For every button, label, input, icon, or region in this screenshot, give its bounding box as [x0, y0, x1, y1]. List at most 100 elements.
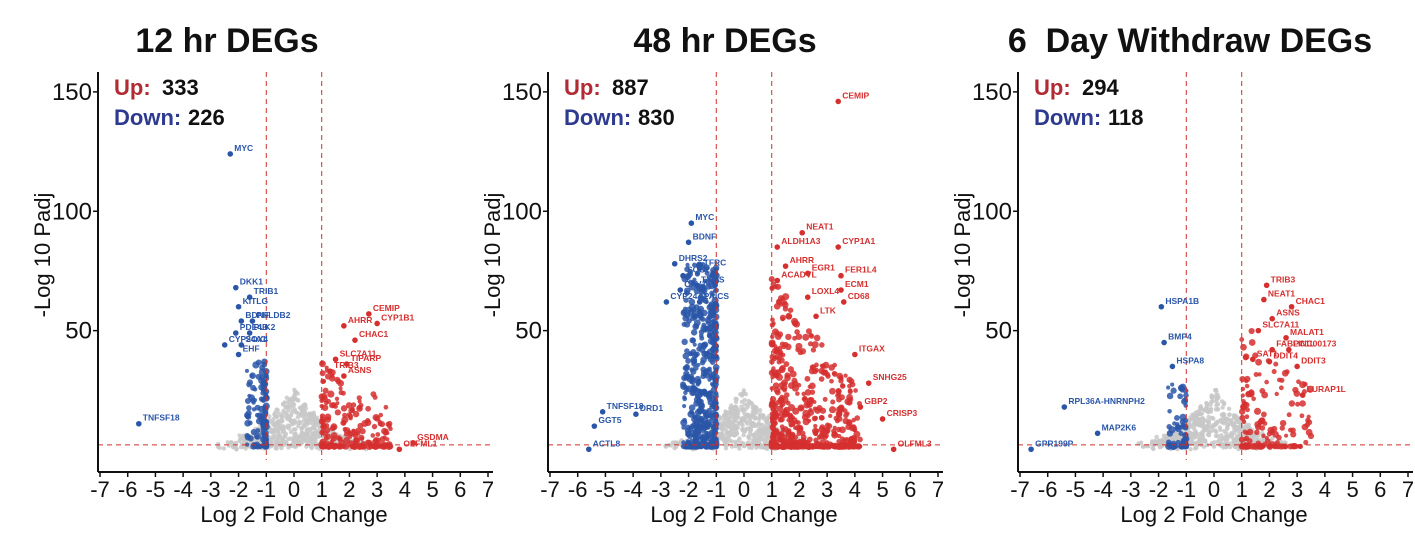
ns-point: [301, 418, 307, 423]
x-tick-label: 3: [821, 477, 833, 502]
up-point: [1274, 440, 1280, 446]
ns-point: [748, 425, 753, 430]
down-point: [262, 404, 268, 411]
up-point: [1239, 375, 1246, 383]
gene-label: GPR199P: [1035, 438, 1074, 448]
ns-point: [226, 443, 232, 448]
up-point: [351, 428, 356, 433]
down-point: [681, 338, 688, 346]
ns-point: [287, 397, 293, 402]
down-point: [690, 337, 696, 344]
up-point: [781, 299, 788, 306]
up-point: [811, 341, 819, 349]
up-point: [334, 409, 341, 416]
down-point: [691, 313, 699, 320]
down-point: [697, 305, 705, 313]
ns-point: [299, 440, 305, 446]
up-point: [1271, 368, 1277, 375]
gene-label: GSDMA: [417, 432, 449, 442]
ns-point: [304, 438, 309, 443]
up-point: [323, 435, 329, 441]
ns-point: [1213, 420, 1219, 425]
ns-point: [1220, 405, 1225, 410]
down-point: [704, 414, 709, 419]
gene-label: CHAC1: [1296, 296, 1326, 306]
down-point: [685, 357, 692, 364]
ns-point: [276, 423, 281, 429]
ns-point: [1193, 440, 1199, 446]
gene-label: ALDH1A3: [781, 236, 820, 246]
up-point: [1290, 431, 1297, 438]
ns-point: [311, 413, 317, 418]
up-point: [1299, 400, 1306, 407]
up-point: [1255, 424, 1262, 431]
gene-label: CYP1B1: [381, 312, 414, 322]
y-tick-label: 50: [515, 318, 542, 345]
gene-point: [835, 98, 842, 105]
up-point: [773, 302, 781, 310]
down-point: [705, 283, 712, 290]
up-point: [848, 442, 855, 448]
up-point: [1264, 435, 1269, 440]
gene-label: DDIT4: [1273, 351, 1298, 361]
down-point: [710, 424, 718, 432]
gene-label: AHRR: [790, 255, 815, 265]
chart-title: 12 hr DEGs: [135, 22, 319, 60]
up-point: [785, 333, 792, 341]
up-point: [804, 444, 810, 449]
down-point: [710, 292, 716, 297]
gene-label: FER1L4: [845, 265, 877, 275]
down-point: [685, 262, 690, 267]
gene-label: SAT1: [1257, 348, 1278, 358]
up-point: [375, 437, 382, 443]
up-point: [823, 369, 829, 375]
up-point: [341, 416, 349, 424]
up-point: [1253, 407, 1262, 415]
x-tick-label: -4: [623, 477, 643, 502]
up-point: [814, 362, 819, 368]
down-point: [694, 420, 700, 427]
chart-title: 6 Day Withdraw DEGs: [1007, 22, 1373, 60]
ns-point: [1218, 417, 1224, 423]
ns-point: [293, 389, 298, 395]
up-point: [818, 414, 825, 421]
down-point: [1170, 442, 1178, 450]
down-point: [254, 432, 261, 440]
gene-label: BDNF: [245, 310, 269, 320]
gene-label: CYP1A1: [842, 236, 875, 246]
down-point: [246, 381, 252, 388]
ns-point: [737, 446, 742, 451]
up-point: [330, 432, 338, 439]
up-point: [788, 423, 793, 428]
ns-point: [733, 399, 739, 405]
up-point: [1279, 419, 1287, 427]
up-point: [1299, 413, 1305, 419]
ns-point: [741, 390, 746, 396]
ns-point: [1138, 440, 1144, 445]
gene-point: [835, 244, 842, 250]
down-point: [1166, 424, 1172, 430]
up-point: [798, 439, 804, 444]
down-point: [710, 353, 716, 359]
up-point: [784, 374, 791, 382]
gene-point: [1161, 339, 1167, 346]
up-point: [849, 381, 856, 388]
up-point: [806, 418, 812, 423]
down-point: [696, 406, 704, 414]
up-point: [1260, 411, 1267, 418]
ns-point: [1188, 415, 1193, 420]
down-point: [701, 322, 707, 328]
gene-label: ACTL8: [593, 438, 621, 448]
up-point: [1264, 379, 1269, 385]
ns-point: [1229, 418, 1234, 423]
up-point: [778, 416, 785, 423]
gene-point: [1169, 363, 1176, 370]
ns-point: [305, 420, 310, 425]
up-point: [789, 370, 797, 378]
ns-point: [761, 438, 767, 443]
up-point: [814, 442, 820, 449]
ns-point: [238, 436, 243, 442]
ns-point: [228, 440, 234, 445]
x-tick-label: 5: [1346, 477, 1358, 502]
ns-point: [312, 437, 317, 442]
